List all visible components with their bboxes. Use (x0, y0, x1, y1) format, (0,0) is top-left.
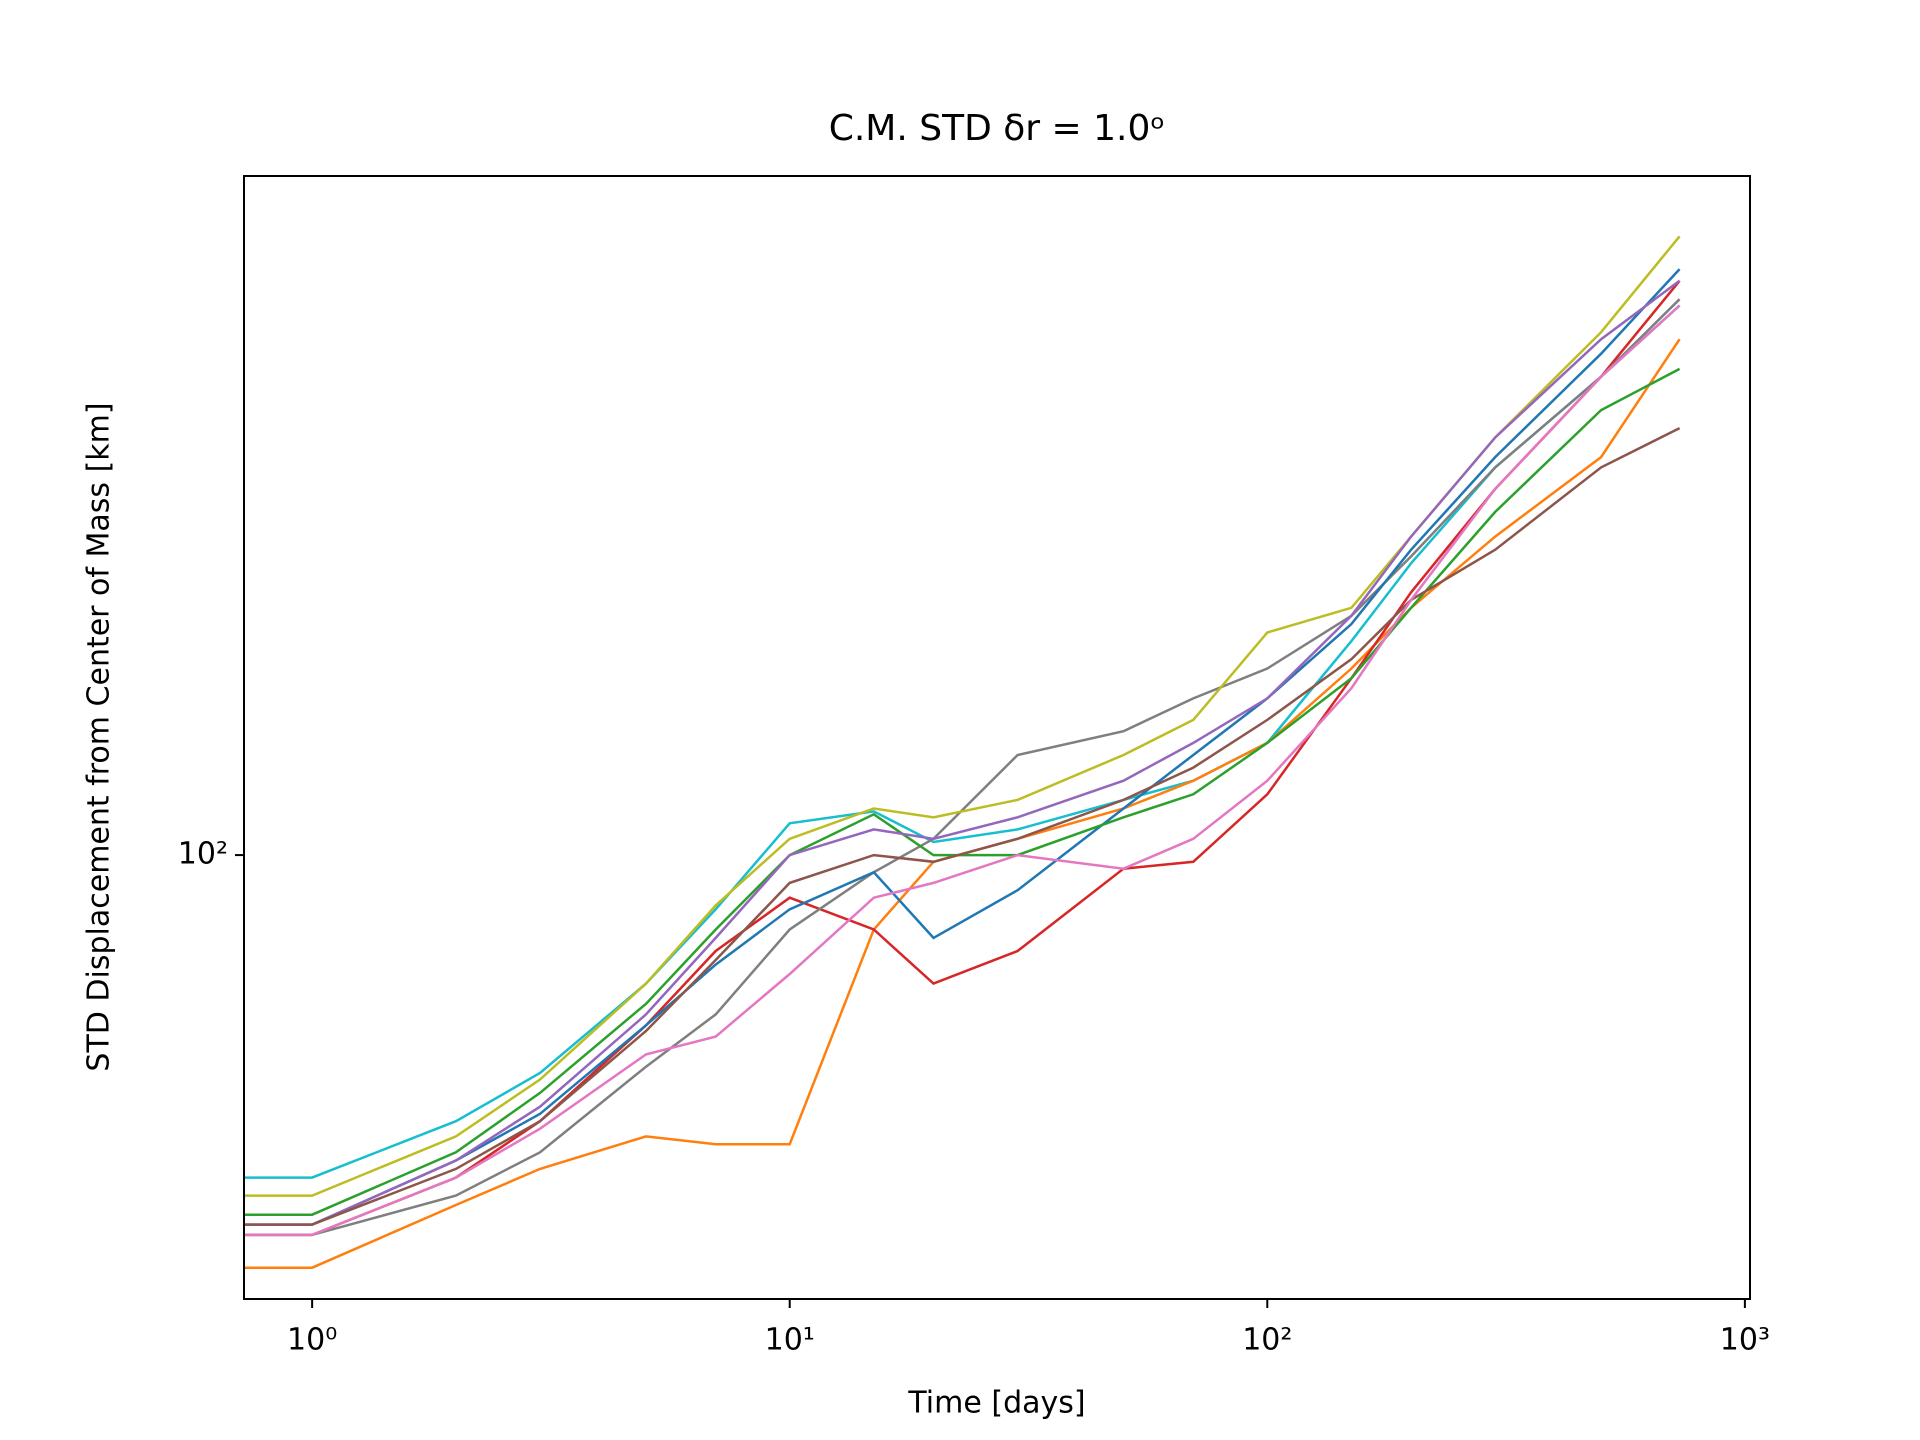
chart-title: C.M. STD δr = 1.0ᵒ (829, 108, 1166, 149)
data-line (244, 279, 1681, 1226)
data-line (244, 298, 1681, 1237)
data-line (244, 280, 1681, 1237)
data-line (244, 268, 1681, 1226)
data-line (244, 426, 1681, 1226)
data-line (244, 304, 1681, 1237)
data-line (244, 235, 1681, 1197)
x-axis-label: Time [days] (907, 1386, 1085, 1421)
data-line (244, 367, 1681, 1216)
x-tick-label: 10³ (1720, 1323, 1770, 1358)
y-axis-label: STD Displacement from Center of Mass [km… (82, 402, 117, 1071)
y-tick-label: 10² (178, 837, 228, 872)
data-line (244, 304, 1681, 1179)
x-tick-label: 10¹ (765, 1323, 815, 1358)
plot-frame (243, 175, 1751, 1300)
x-tick-label: 10⁰ (287, 1323, 337, 1358)
x-tick-label: 10² (1242, 1323, 1292, 1358)
data-line (244, 338, 1681, 1269)
